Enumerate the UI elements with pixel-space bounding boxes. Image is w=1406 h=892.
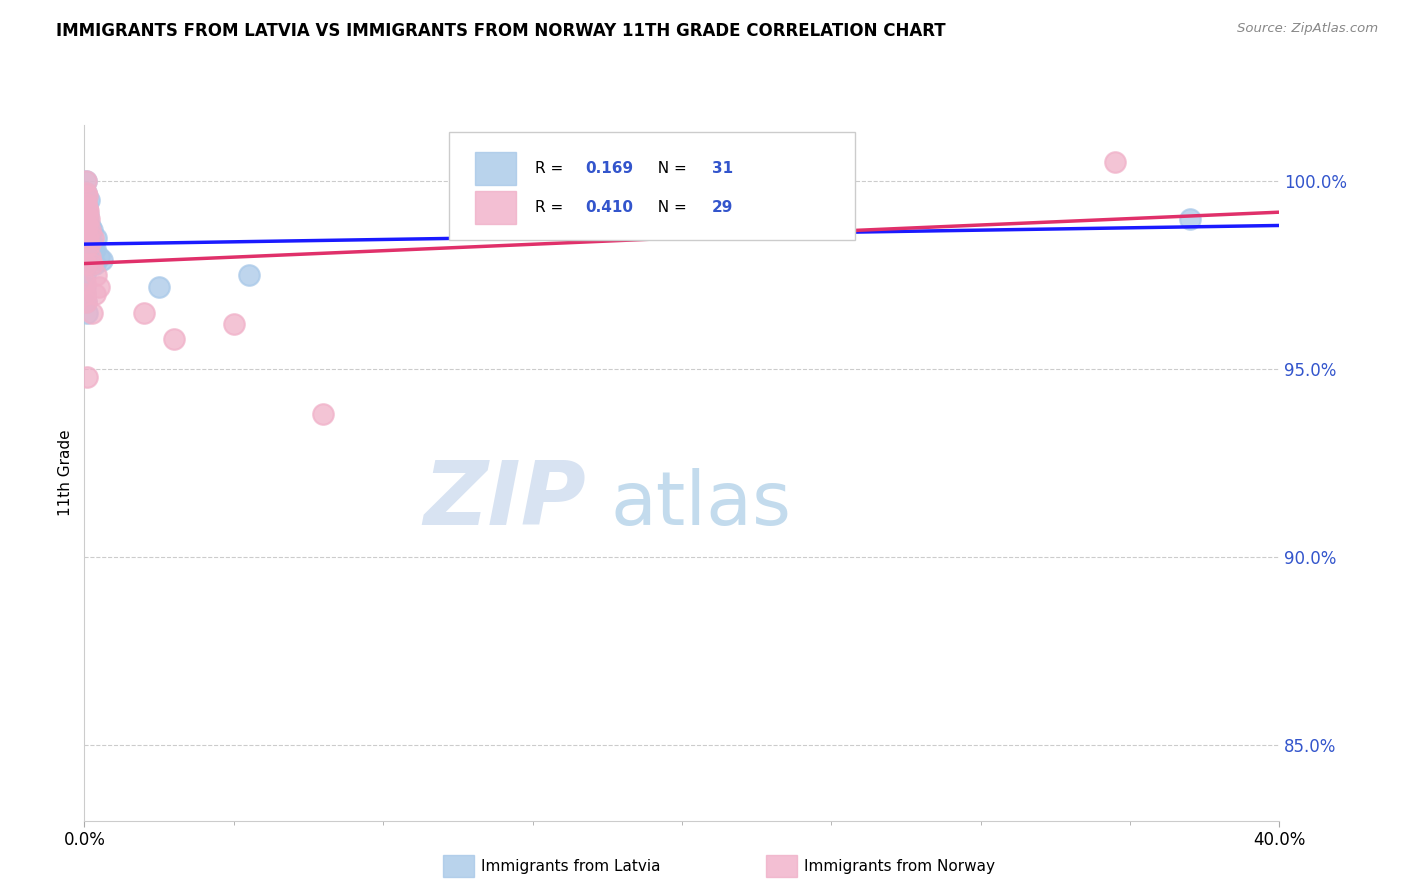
Point: [80, 257, 103, 271]
Text: IMMIGRANTS FROM LATVIA VS IMMIGRANTS FROM NORWAY 11TH GRADE CORRELATION CHART: IMMIGRANTS FROM LATVIA VS IMMIGRANTS FRO…: [56, 22, 946, 40]
Text: 0.169: 0.169: [585, 161, 633, 177]
Point: [75, 219, 97, 234]
Point: [75, 257, 97, 271]
Point: [75, 174, 97, 188]
FancyBboxPatch shape: [475, 152, 516, 186]
Point: [79, 223, 101, 237]
Point: [73, 268, 96, 283]
Point: [73, 287, 96, 301]
Point: [82, 238, 104, 252]
Point: [222, 317, 245, 331]
Point: [75, 186, 97, 200]
Point: [76, 242, 98, 256]
Point: [312, 408, 335, 422]
Text: R =: R =: [534, 161, 568, 177]
Point: [148, 279, 170, 293]
Point: [75, 186, 97, 200]
Point: [77, 208, 100, 222]
Point: [79, 219, 101, 234]
Point: [89, 279, 111, 293]
Text: ZIP: ZIP: [423, 457, 586, 544]
Point: [76, 369, 98, 384]
Point: [75, 197, 97, 211]
Point: [73, 276, 96, 290]
Point: [77, 227, 100, 241]
Point: [76, 306, 98, 320]
Point: [76, 201, 98, 215]
Point: [77, 193, 100, 207]
Point: [132, 306, 156, 320]
Point: [75, 193, 97, 207]
Point: [83, 257, 105, 271]
Point: [73, 287, 96, 301]
Point: [76, 189, 98, 203]
Point: [77, 238, 100, 252]
Point: [1178, 211, 1201, 226]
Point: [82, 230, 104, 244]
Text: atlas: atlas: [610, 467, 792, 541]
Point: [91, 253, 114, 268]
Point: [83, 287, 105, 301]
Point: [75, 294, 97, 309]
Point: [86, 230, 108, 244]
Point: [75, 294, 97, 309]
Point: [80, 223, 103, 237]
Text: 29: 29: [711, 200, 733, 215]
Point: [77, 238, 100, 252]
Point: [89, 250, 111, 264]
Point: [83, 242, 105, 256]
Text: R =: R =: [534, 200, 568, 215]
FancyBboxPatch shape: [449, 132, 855, 240]
Point: [1104, 155, 1126, 169]
Point: [77, 204, 100, 219]
Point: [75, 174, 97, 188]
Point: [76, 211, 98, 226]
Text: 0.410: 0.410: [585, 200, 633, 215]
Point: [76, 201, 98, 215]
Point: [76, 211, 98, 226]
Text: N =: N =: [648, 200, 692, 215]
Point: [79, 235, 101, 249]
Point: [76, 219, 98, 234]
Text: 31: 31: [711, 161, 733, 177]
Point: [73, 279, 96, 293]
Y-axis label: 11th Grade: 11th Grade: [58, 429, 73, 516]
Point: [80, 306, 103, 320]
Point: [77, 230, 100, 244]
Point: [86, 268, 108, 283]
Text: Immigrants from Norway: Immigrants from Norway: [804, 859, 995, 873]
Text: Source: ZipAtlas.com: Source: ZipAtlas.com: [1237, 22, 1378, 36]
FancyBboxPatch shape: [475, 191, 516, 225]
Point: [77, 211, 100, 226]
Point: [75, 204, 97, 219]
Text: N =: N =: [648, 161, 692, 177]
Point: [76, 230, 98, 244]
Point: [238, 268, 260, 283]
Point: [163, 332, 186, 346]
Text: Immigrants from Latvia: Immigrants from Latvia: [481, 859, 661, 873]
Point: [75, 257, 97, 271]
Point: [79, 250, 101, 264]
